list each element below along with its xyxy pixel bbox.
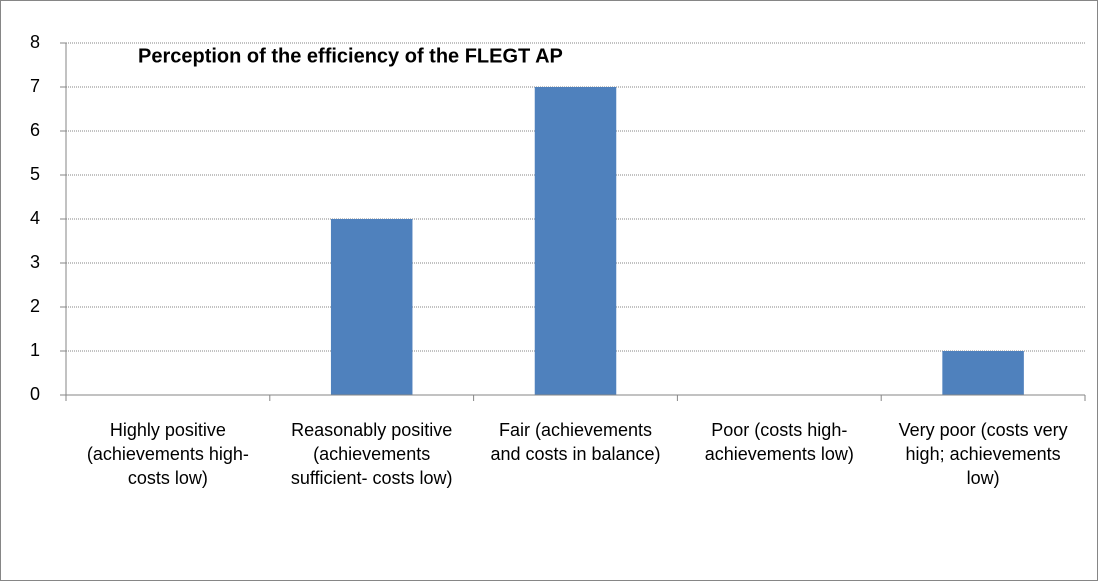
x-tick-label: Very poor (costs very high; achievements… [898,420,1068,488]
bar [330,219,413,395]
y-tick-label: 5 [30,164,40,184]
y-tick-label: 1 [30,340,40,360]
y-tick-label: 2 [30,296,40,316]
y-tick-label: 8 [30,32,40,52]
y-tick-label: 0 [30,384,40,404]
x-tick-label: Fair (achievements and costs in balance) [490,420,661,464]
x-tick-label: Poor (costs high- achievements low) [704,420,854,464]
bar [942,351,1024,395]
x-tick-label: Reasonably positive (achievements suffic… [290,420,453,488]
bar [534,87,617,395]
y-tick-label: 4 [30,208,40,228]
y-tick-label: 7 [30,76,40,96]
x-tick-label: Highly positive (achievements high- cost… [86,420,249,488]
chart-title: Perception of the efficiency of the FLEG… [138,45,563,67]
y-tick-label: 3 [30,252,40,272]
y-tick-label: 6 [30,120,40,140]
